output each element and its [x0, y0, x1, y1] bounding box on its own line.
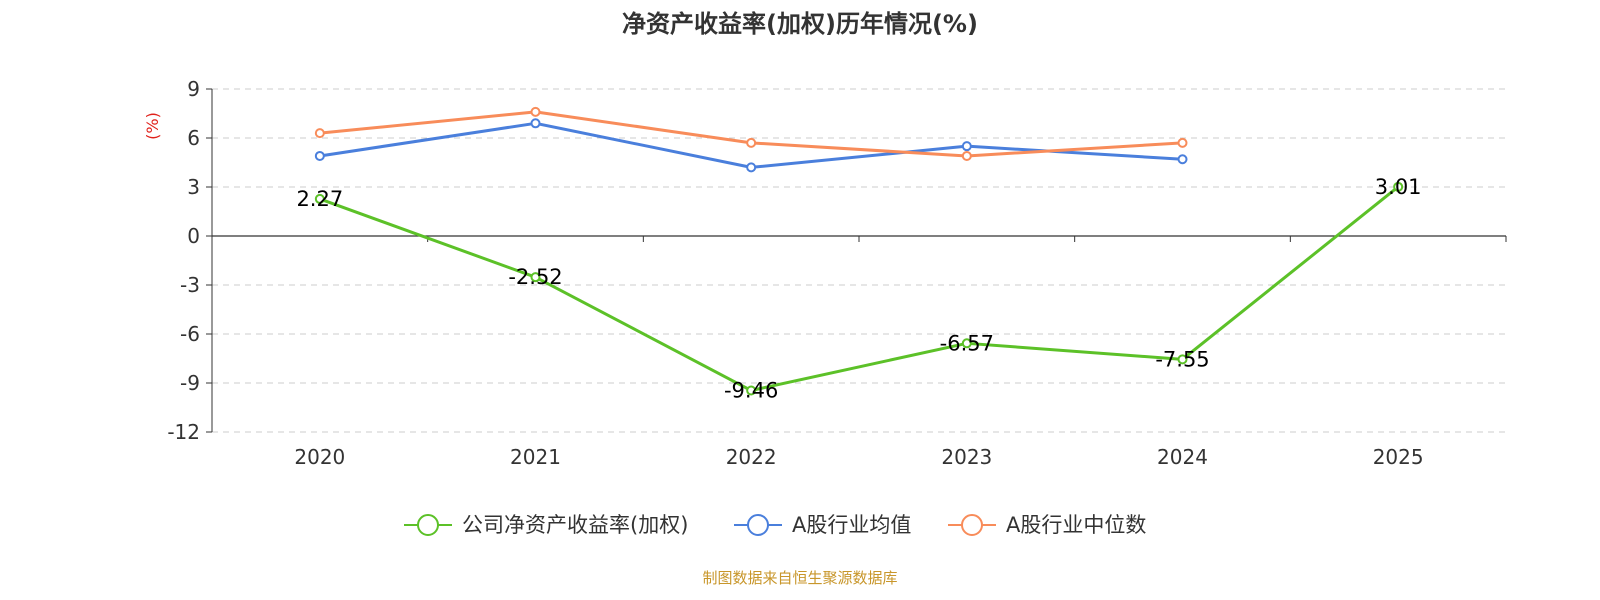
- series-line: [319, 185, 1400, 393]
- x-tick-label: 2022: [726, 445, 777, 469]
- legend-item[interactable]: A股行业均值: [734, 513, 911, 537]
- series-line: [319, 110, 1183, 158]
- data-point: [1177, 354, 1188, 365]
- legend-label: A股行业均值: [792, 513, 911, 537]
- grid-lines: [212, 88, 1506, 433]
- data-point: [746, 137, 757, 148]
- y-tick-labels: 9 6 3 0 -3 -6 -9 -12: [167, 77, 200, 444]
- y-tick-label: -3: [180, 273, 200, 297]
- data-point: [746, 385, 757, 396]
- legend-marker: [961, 514, 983, 536]
- data-point: [314, 128, 325, 139]
- x-tick-label: 2023: [941, 445, 992, 469]
- data-point: [1177, 137, 1188, 148]
- axes: [206, 88, 1507, 433]
- legend-item[interactable]: A股行业中位数: [948, 513, 1146, 537]
- legend-label: 公司净资产收益率(加权): [462, 513, 688, 537]
- data-point: [314, 193, 325, 204]
- legend-marker: [747, 514, 769, 536]
- data-point: [961, 150, 972, 161]
- data-label: -7.55: [1155, 347, 1209, 371]
- data-label: -2.52: [508, 265, 562, 289]
- data-label: 2.27: [296, 187, 343, 211]
- data-point: [1177, 154, 1188, 165]
- data-point: [746, 162, 757, 173]
- data-labels: 2.27 -2.52 -9.46 -6.57 -7.55 3.01: [296, 175, 1421, 403]
- source-note: 制图数据来自恒生聚源数据库: [702, 569, 897, 587]
- data-point: [530, 272, 541, 283]
- y-tick-label: 0: [187, 224, 200, 248]
- data-point: [961, 141, 972, 152]
- y-tick-label: 9: [187, 77, 200, 101]
- y-tick-label: 6: [187, 126, 200, 150]
- data-label: -9.46: [724, 379, 778, 403]
- data-point: [961, 338, 972, 349]
- data-point: [530, 106, 541, 117]
- data-label: 3.01: [1375, 175, 1422, 199]
- y-tick-label: -9: [180, 371, 200, 395]
- x-tick-label: 2021: [510, 445, 561, 469]
- series-points: [314, 106, 1404, 396]
- chart-title: 净资产收益率(加权)历年情况(%): [622, 10, 978, 38]
- legend-item[interactable]: 公司净资产收益率(加权): [404, 513, 688, 537]
- data-point: [530, 118, 541, 129]
- data-point: [1393, 181, 1404, 192]
- legend-label: A股行业中位数: [1006, 513, 1146, 537]
- y-tick-label: -6: [180, 322, 200, 346]
- legend[interactable]: 公司净资产收益率(加权) A股行业均值 A股行业中位数: [404, 513, 1146, 537]
- x-tick-label: 2024: [1157, 445, 1208, 469]
- series-lines: [319, 110, 1400, 393]
- y-unit-label: (%): [143, 112, 162, 140]
- x-tick-labels: 2020 2021 2022 2023 2024 2025: [294, 445, 1423, 469]
- data-label: -6.57: [940, 331, 994, 355]
- x-tick-label: 2020: [294, 445, 345, 469]
- y-tick-label: -12: [167, 420, 200, 444]
- x-tick-label: 2025: [1373, 445, 1424, 469]
- y-tick-label: 3: [187, 175, 200, 199]
- legend-marker: [417, 514, 439, 536]
- data-point: [314, 150, 325, 161]
